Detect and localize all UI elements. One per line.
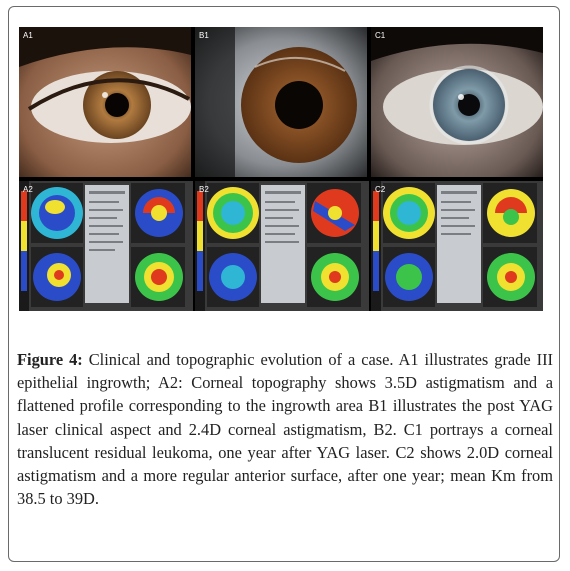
eye-photo-a1: A1 bbox=[19, 27, 191, 177]
caption-lead: Figure 4: bbox=[17, 350, 83, 369]
panel-label-c2: C2 bbox=[375, 185, 386, 194]
panel-label-c1: C1 bbox=[375, 31, 386, 40]
panel-label-a1: A1 bbox=[23, 31, 33, 40]
topography-b2: B2 bbox=[195, 181, 369, 311]
figure-caption: Figure 4: Clinical and topographic evolu… bbox=[17, 348, 553, 510]
caption-text: Clinical and topographic evolution of a … bbox=[17, 350, 553, 509]
eye-photo-b1: B1 bbox=[195, 27, 367, 177]
panel-label-b2: B2 bbox=[199, 185, 209, 194]
panel-label-a2: A2 bbox=[23, 185, 33, 194]
topography-a2: A2 bbox=[19, 181, 193, 311]
topography-c2: C2 bbox=[371, 181, 543, 311]
figure-image: A1 B1 bbox=[19, 27, 543, 311]
eye-photo-c1: C1 bbox=[371, 27, 543, 177]
panel-label-b1: B1 bbox=[199, 31, 209, 40]
